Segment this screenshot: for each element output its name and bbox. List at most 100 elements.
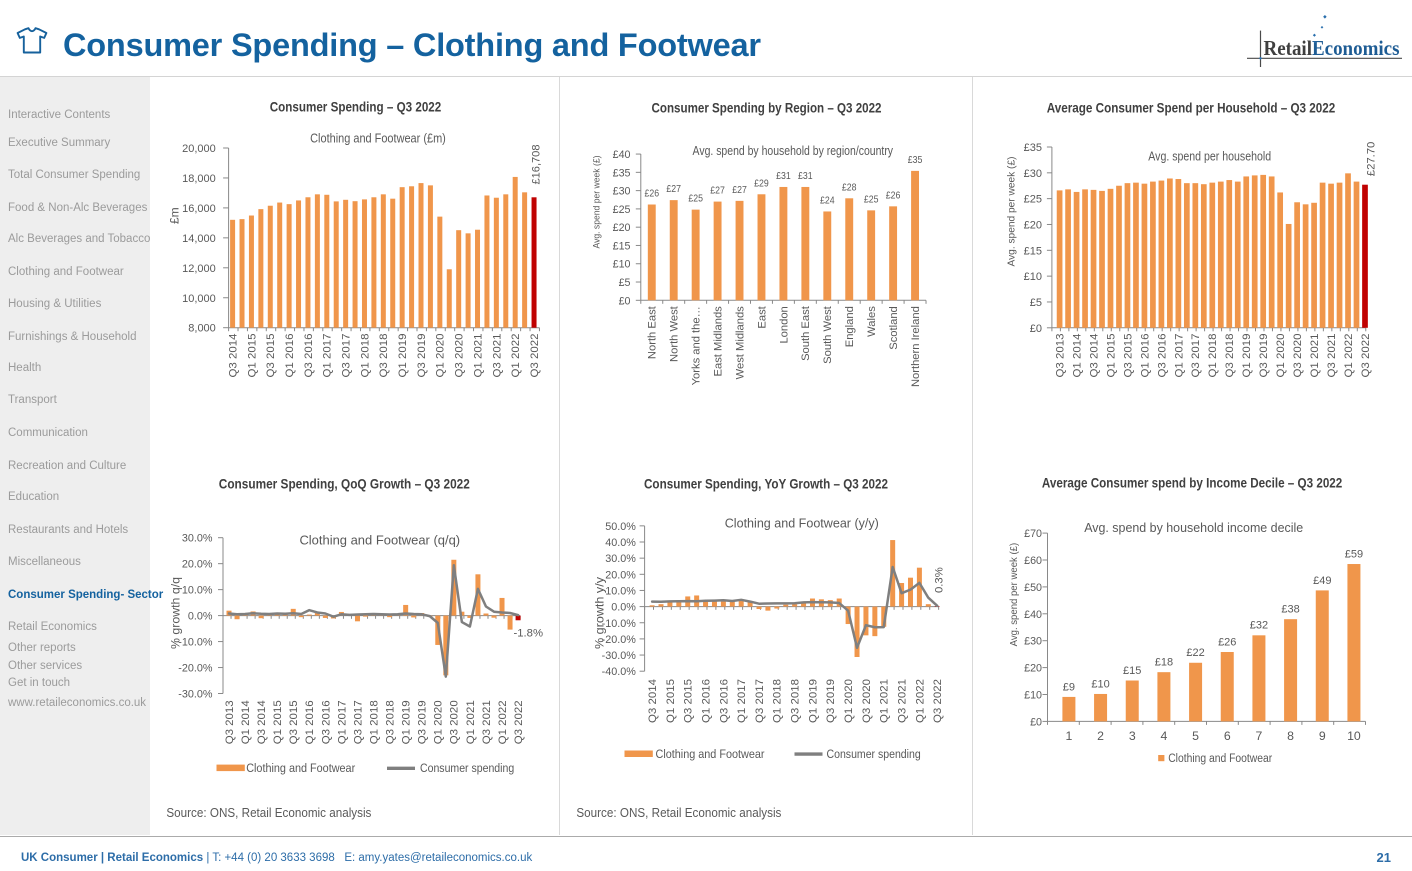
svg-text:Consumer Spending by Region –: Consumer Spending by Region – Q3 2022 — [652, 100, 882, 115]
svg-text:8: 8 — [1287, 729, 1294, 743]
svg-text:10.0%: 10.0% — [182, 585, 213, 597]
svg-text:Q3 2021: Q3 2021 — [491, 334, 503, 378]
svg-text:Q3 2022: Q3 2022 — [529, 334, 541, 378]
svg-text:20.0%: 20.0% — [182, 559, 213, 571]
svg-text:£28: £28 — [842, 182, 857, 193]
svg-text:10,000: 10,000 — [182, 293, 216, 305]
svg-text:Q1 2015: Q1 2015 — [1105, 334, 1117, 378]
svg-text:Q3 2021: Q3 2021 — [1326, 334, 1338, 378]
svg-text:Avg. spend per week (£): Avg. spend per week (£) — [1006, 156, 1018, 266]
svg-text:Q1 2014: Q1 2014 — [240, 700, 252, 744]
svg-text:Q1 2015: Q1 2015 — [665, 679, 677, 723]
svg-text:Q3 2015: Q3 2015 — [1122, 334, 1134, 378]
svg-text:£15: £15 — [613, 240, 631, 252]
svg-text:£27: £27 — [666, 184, 681, 195]
svg-text:30.0%: 30.0% — [182, 533, 213, 545]
svg-text:RetailEconomics: RetailEconomics — [1264, 36, 1400, 60]
svg-text:0.3%: 0.3% — [934, 567, 946, 593]
svg-text:0.0%: 0.0% — [611, 602, 636, 614]
svg-text:Q3 2022: Q3 2022 — [1360, 334, 1372, 378]
svg-text:£10: £10 — [1024, 690, 1042, 702]
svg-text:40.0%: 40.0% — [605, 537, 636, 549]
svg-text:£60: £60 — [1024, 555, 1042, 567]
svg-text:Q1 2014: Q1 2014 — [1071, 334, 1083, 378]
svg-text:£40: £40 — [613, 149, 631, 161]
svg-text:10.0%: 10.0% — [605, 585, 636, 597]
svg-text:Q3 2020: Q3 2020 — [449, 700, 461, 744]
svg-text:Q1 2017: Q1 2017 — [1173, 334, 1185, 378]
svg-text:-10.0%: -10.0% — [178, 637, 213, 649]
svg-text:Consumer spending: Consumer spending — [827, 747, 921, 761]
svg-text:Q1 2018: Q1 2018 — [368, 700, 380, 744]
svg-text:£27: £27 — [710, 186, 725, 197]
svg-text:£25: £25 — [688, 194, 703, 205]
svg-text:Q1 2020: Q1 2020 — [433, 700, 445, 744]
svg-text:£25: £25 — [1024, 194, 1042, 206]
svg-text:Q3 2019: Q3 2019 — [416, 334, 428, 378]
svg-text:Q1 2016: Q1 2016 — [1139, 334, 1151, 378]
svg-text:1: 1 — [1065, 729, 1072, 743]
svg-text:0.0%: 0.0% — [188, 611, 213, 623]
svg-text:7: 7 — [1255, 729, 1262, 743]
svg-text:Q1 2017: Q1 2017 — [336, 700, 348, 744]
svg-text:Q3 2018: Q3 2018 — [1224, 334, 1236, 378]
svg-text:£26: £26 — [886, 190, 901, 201]
svg-text:£32: £32 — [1250, 620, 1268, 632]
svg-text:£70: £70 — [1024, 528, 1042, 540]
svg-text:Q1 2020: Q1 2020 — [1275, 334, 1287, 378]
svg-text:£31: £31 — [798, 171, 813, 182]
svg-text:£30: £30 — [613, 186, 631, 198]
svg-text:20,000: 20,000 — [182, 143, 216, 155]
svg-text:Q3 2017: Q3 2017 — [1190, 334, 1202, 378]
svg-text:Northern Ireland: Northern Ireland — [910, 306, 922, 387]
svg-text:4: 4 — [1160, 729, 1167, 743]
svg-text:£20: £20 — [613, 222, 631, 234]
svg-text:6: 6 — [1224, 729, 1231, 743]
svg-text:£9: £9 — [1063, 681, 1075, 693]
svg-text:Q3 2015: Q3 2015 — [265, 334, 277, 378]
svg-text:Q1 2016: Q1 2016 — [284, 334, 296, 378]
svg-text:Q1 2022: Q1 2022 — [510, 334, 522, 378]
svg-text:London: London — [778, 306, 790, 343]
svg-text:£26: £26 — [1218, 636, 1236, 648]
svg-text:£30: £30 — [1024, 168, 1042, 180]
svg-text:Q1 2022: Q1 2022 — [914, 679, 926, 723]
svg-text:North East: North East — [647, 305, 659, 359]
svg-text:Q1 2015: Q1 2015 — [272, 700, 284, 744]
svg-text:Consumer Spending, QoQ Growth: Consumer Spending, QoQ Growth – Q3 2022 — [219, 477, 470, 492]
svg-text:Q1 2021: Q1 2021 — [465, 700, 477, 744]
svg-text:Q3 2019: Q3 2019 — [417, 700, 429, 744]
svg-text:£0: £0 — [619, 295, 631, 307]
svg-text:8,000: 8,000 — [188, 323, 216, 335]
svg-text:18,000: 18,000 — [182, 173, 216, 185]
svg-text:Consumer spending: Consumer spending — [420, 761, 514, 775]
svg-text:East: East — [756, 305, 768, 328]
svg-text:Scotland: Scotland — [888, 306, 900, 350]
svg-text:Q1 2018: Q1 2018 — [772, 679, 784, 723]
svg-text:Q3 2022: Q3 2022 — [513, 700, 525, 744]
svg-text:30.0%: 30.0% — [605, 553, 636, 565]
svg-text:Clothing and Footwear (y/y): Clothing and Footwear (y/y) — [725, 516, 879, 531]
svg-text:North West: North West — [669, 305, 681, 362]
svg-text:£59: £59 — [1345, 548, 1363, 560]
svg-text:Q1 2015: Q1 2015 — [246, 334, 258, 378]
svg-text:Q3 2016: Q3 2016 — [718, 679, 730, 723]
svg-text:Q1 2019: Q1 2019 — [397, 334, 409, 378]
svg-text:Q1 2018: Q1 2018 — [1207, 334, 1219, 378]
svg-text:-30.0%: -30.0% — [178, 689, 213, 701]
svg-text:£25: £25 — [864, 194, 879, 205]
svg-text:Q3 2016: Q3 2016 — [1156, 334, 1168, 378]
svg-text:Q1 2017: Q1 2017 — [736, 679, 748, 723]
svg-text:3: 3 — [1129, 729, 1136, 743]
svg-text:Q3 2014: Q3 2014 — [1088, 334, 1100, 378]
svg-text:Q1 2018: Q1 2018 — [359, 334, 371, 378]
svg-text:50.0%: 50.0% — [605, 521, 636, 533]
svg-text:£18: £18 — [1155, 657, 1173, 669]
svg-text:£27: £27 — [732, 185, 747, 196]
svg-text:East Midlands: East Midlands — [712, 306, 724, 377]
svg-text:Q3 2013: Q3 2013 — [224, 700, 236, 744]
svg-text:£35: £35 — [613, 167, 631, 179]
svg-text:£m: £m — [167, 207, 181, 224]
svg-text:£0: £0 — [1030, 716, 1042, 728]
svg-text:% growth q/q: % growth q/q — [169, 577, 183, 649]
